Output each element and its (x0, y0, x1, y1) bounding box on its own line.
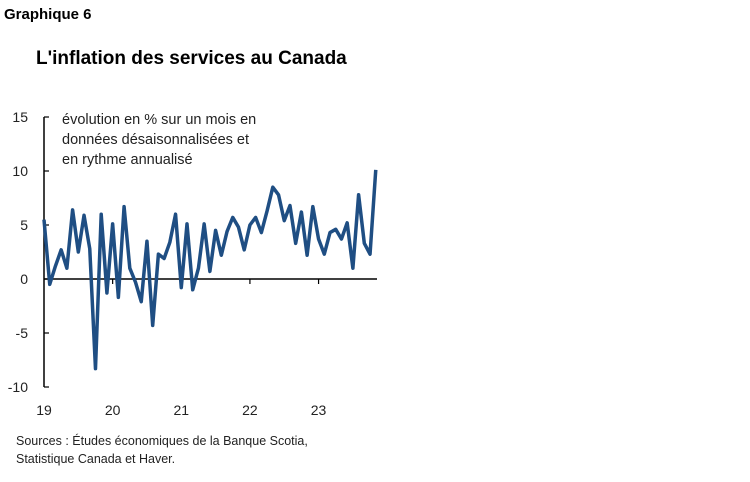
x-tick-label: 20 (105, 402, 121, 418)
source-line: Statistique Canada et Haver. (16, 452, 176, 466)
y-tick-label: -5 (16, 325, 29, 341)
y-tick-label: 10 (12, 163, 28, 179)
x-tick-label: 22 (242, 402, 258, 418)
annotation-line: données désaisonnalisées et (62, 132, 250, 148)
annotation-line: évolution en % sur un mois en (62, 112, 257, 128)
y-tick-label: 0 (20, 271, 28, 287)
y-tick-label: 15 (12, 109, 28, 125)
sources: Sources : Études économiques de la Banqu… (16, 432, 376, 468)
x-tick-label: 19 (36, 402, 52, 418)
series-line (42, 169, 378, 371)
x-tick-label: 23 (311, 402, 327, 418)
figure-label: Graphique 6 (4, 6, 92, 23)
x-tick-label: 21 (173, 402, 189, 418)
y-tick-label: 5 (20, 217, 28, 233)
chart-annotation: évolution en % sur un mois en données dé… (62, 110, 302, 170)
source-line: Sources : Études économiques de la Banqu… (16, 434, 308, 448)
chart-title: L'inflation des services au Canada (36, 48, 347, 69)
annotation-line: en rythme annualisé (62, 152, 193, 168)
y-tick-label: -10 (8, 379, 28, 395)
